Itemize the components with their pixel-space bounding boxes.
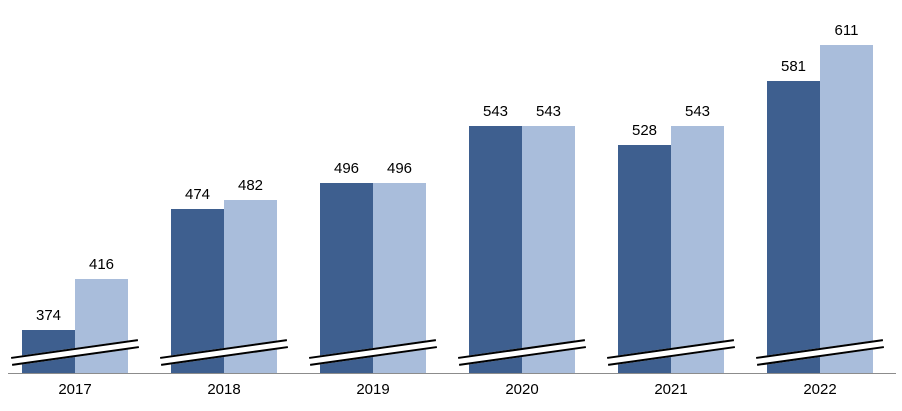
value-label-series-1-dark-2019: 496 <box>333 160 360 177</box>
value-label-series-1-dark-2021: 528 <box>631 122 658 139</box>
value-label-series-1-dark-2022: 581 <box>780 58 807 75</box>
bar-series-2-light-2017 <box>75 279 128 373</box>
bar-series-1-dark-2019 <box>320 183 373 373</box>
value-label-series-1-dark-2018: 474 <box>184 186 211 203</box>
x-axis-label-2017: 2017 <box>58 381 92 398</box>
bar-series-1-dark-2021 <box>618 145 671 373</box>
value-label-series-2-light-2021: 543 <box>684 103 711 120</box>
x-axis-label-2020: 2020 <box>505 381 539 398</box>
value-label-series-2-light-2017: 416 <box>88 256 115 273</box>
value-label-series-1-dark-2017: 374 <box>35 307 62 324</box>
plot-area: 374 416 474 482 496 496 543 543 528 543 581 611 <box>10 22 885 373</box>
x-axis-label-2018: 2018 <box>207 381 241 398</box>
x-axis-label-2022: 2022 <box>803 381 837 398</box>
value-label-series-2-light-2018: 482 <box>237 177 264 194</box>
bar-series-2-light-2022 <box>820 45 873 373</box>
bar-series-1-dark-2018 <box>171 209 224 373</box>
value-label-series-1-dark-2020: 543 <box>482 103 509 120</box>
bar-series-1-dark-2020 <box>469 126 522 373</box>
bar-series-2-light-2020 <box>522 126 575 373</box>
value-label-series-2-light-2019: 496 <box>386 160 413 177</box>
x-axis-line <box>8 373 896 374</box>
x-axis-label-2019: 2019 <box>356 381 390 398</box>
x-axis-label-2021: 2021 <box>654 381 688 398</box>
bar-series-1-dark-2022 <box>767 81 820 373</box>
value-label-series-2-light-2020: 543 <box>535 103 562 120</box>
bar-series-2-light-2021 <box>671 126 724 373</box>
value-label-series-2-light-2022: 611 <box>834 22 859 39</box>
